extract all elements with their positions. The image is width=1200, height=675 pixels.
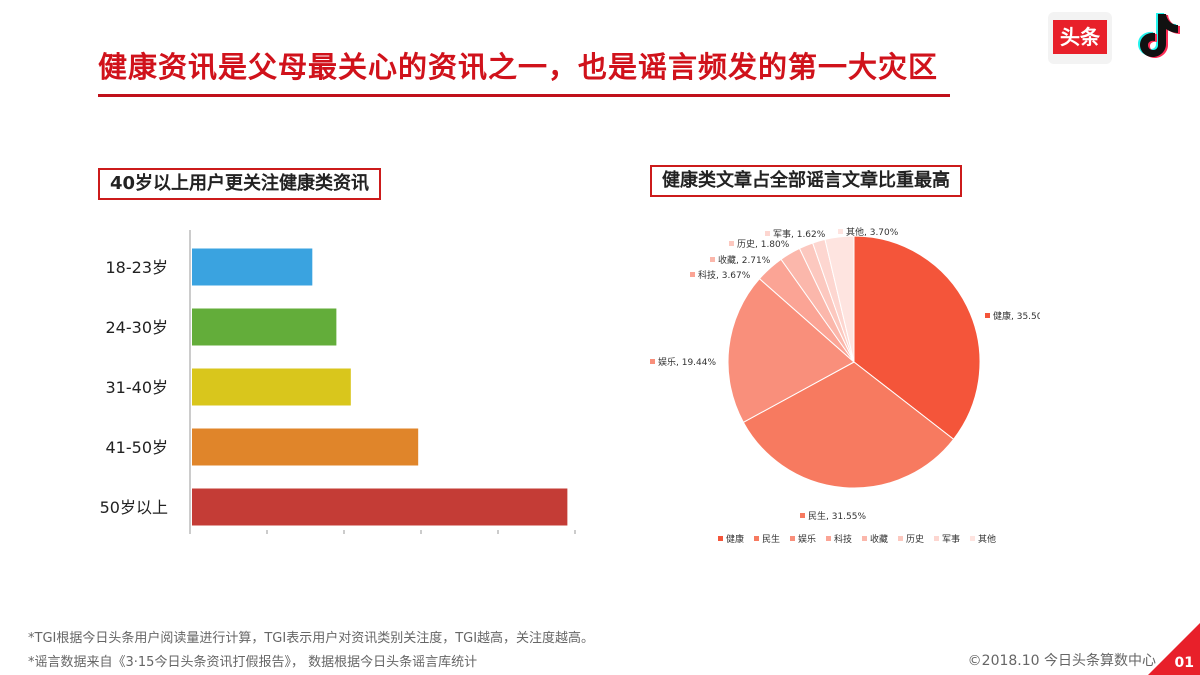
- pie-chart-section-title: 健康类文章占全部谣言文章比重最高: [650, 165, 962, 197]
- legend-label: 健康: [726, 533, 744, 545]
- slice-data-label: 历史, 1.80%: [737, 238, 790, 250]
- age-bar-chart: 18-23岁 24-30岁 31-40岁 41-50岁 50岁以上: [100, 230, 576, 534]
- y-tick-label: 24-30岁: [106, 318, 169, 337]
- footnote-rumor-source: *谣言数据来自《3·15今日头条资讯打假报告》， 数据根据今日头条谣言库统计: [28, 655, 478, 670]
- page-title: 健康资讯是父母最关心的资讯之一，也是谣言频发的第一大灾区: [98, 50, 939, 84]
- slice-label-marker: [800, 513, 805, 518]
- slice-data-label: 收藏, 2.71%: [718, 254, 771, 266]
- tiktok-note-icon: [1128, 6, 1186, 64]
- bar-chart-section-title: 40岁以上用户更关注健康类资讯: [98, 168, 382, 200]
- slice-label-marker: [729, 241, 734, 246]
- bar: [192, 308, 337, 346]
- pie-slice: [824, 235, 855, 363]
- slice-label-marker: [985, 313, 990, 318]
- slice-label-marker: [765, 231, 770, 236]
- slice-data-label: 其他, 3.70%: [846, 226, 899, 238]
- tiktok-note-icon-svg: [1138, 13, 1180, 58]
- slice-label-marker: [838, 229, 843, 234]
- legend-swatch: [754, 536, 759, 541]
- toutiao-logo: 头条: [1048, 12, 1112, 64]
- slice-data-label: 民生, 31.55%: [808, 510, 866, 522]
- page-number: 01: [1174, 655, 1194, 671]
- page-corner-badge: [1148, 623, 1200, 675]
- legend-swatch: [970, 536, 975, 541]
- copyright: ©2018.10 今日头条算数中心: [967, 653, 1156, 669]
- bar: [192, 248, 313, 286]
- legend-swatch: [826, 536, 831, 541]
- slice-data-label: 娱乐, 19.44%: [658, 356, 716, 368]
- legend-label: 军事: [942, 533, 960, 545]
- legend-swatch: [862, 536, 867, 541]
- bar: [192, 488, 568, 526]
- legend-label: 科技: [834, 533, 852, 545]
- pie-slice: [742, 361, 955, 489]
- legend-swatch: [790, 536, 795, 541]
- bar: [192, 368, 351, 406]
- legend-label: 民生: [762, 533, 780, 545]
- slice-label-marker: [710, 257, 715, 262]
- slice-label-marker: [690, 272, 695, 277]
- slice-data-label: 科技, 3.67%: [698, 269, 751, 281]
- bar: [192, 428, 419, 466]
- slice-data-label: 健康, 35.50%: [993, 310, 1040, 322]
- pie-slice: [727, 277, 855, 423]
- y-tick-label: 41-50岁: [106, 438, 169, 457]
- legend-swatch: [934, 536, 939, 541]
- slice-data-label: 军事, 1.62%: [773, 228, 826, 240]
- legend-label: 娱乐: [798, 533, 816, 545]
- y-tick-label: 31-40岁: [106, 378, 169, 397]
- y-tick-label: 18-23岁: [106, 258, 169, 277]
- legend-label: 其他: [978, 533, 996, 545]
- footnote-tgi: *TGI根据今日头条用户阅读量进行计算，TGI表示用户对资讯类别关注度，TGI越…: [28, 631, 595, 646]
- legend-label: 收藏: [870, 533, 888, 545]
- slice-label-marker: [650, 359, 655, 364]
- rumor-pie-chart: 健康, 35.50% 民生, 31.55% 娱乐, 19.44% 科技, 3.67% 收…: [650, 226, 1040, 545]
- y-tick-label: 50岁以上: [100, 498, 168, 517]
- legend-swatch: [718, 536, 723, 541]
- legend-label: 历史: [906, 533, 924, 545]
- pie-slice: [853, 235, 981, 440]
- title-underline: [98, 94, 950, 97]
- legend-swatch: [898, 536, 903, 541]
- toutiao-logo-text: 头条: [1053, 20, 1107, 54]
